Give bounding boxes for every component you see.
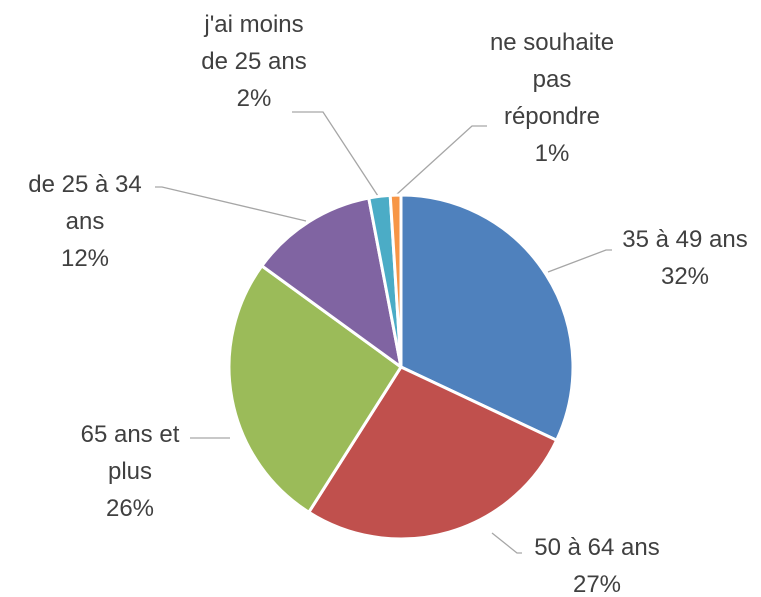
leader-line bbox=[491, 532, 522, 554]
category-label: de 25 à 34 ans bbox=[28, 171, 142, 235]
leader-line bbox=[155, 186, 307, 222]
leader-line bbox=[292, 111, 379, 197]
data-label: j'ai moins de 25 ans 2% bbox=[194, 6, 314, 117]
leader-line bbox=[547, 249, 612, 273]
value-label: 2% bbox=[236, 85, 272, 112]
category-label: ne souhaite pas répondre bbox=[489, 29, 615, 130]
pie-slice bbox=[388, 193, 403, 369]
data-label: 65 ans et plus 26% bbox=[68, 416, 193, 527]
data-label: ne souhaite pas répondre 1% bbox=[486, 24, 618, 172]
data-label: de 25 à 34 ans 12% bbox=[18, 166, 153, 277]
value-label: 27% bbox=[572, 571, 622, 597]
value-label: 26% bbox=[105, 495, 155, 522]
leader-line bbox=[395, 125, 487, 196]
pie-slice bbox=[227, 264, 403, 514]
data-label: 50 à 64 ans 27% bbox=[517, 529, 677, 597]
value-label: 1% bbox=[534, 140, 570, 167]
category-label: 50 à 64 ans bbox=[534, 534, 660, 561]
data-label: 35 à 49 ans 32% bbox=[605, 221, 761, 295]
value-label: 32% bbox=[660, 263, 710, 290]
pie-slice bbox=[307, 365, 559, 541]
category-label: j'ai moins de 25 ans bbox=[201, 11, 307, 75]
category-label: 65 ans et plus bbox=[80, 421, 180, 485]
value-label: 12% bbox=[60, 245, 110, 272]
pie-slice bbox=[260, 196, 403, 369]
pie-slice bbox=[399, 193, 575, 442]
category-label: 35 à 49 ans bbox=[622, 226, 748, 253]
